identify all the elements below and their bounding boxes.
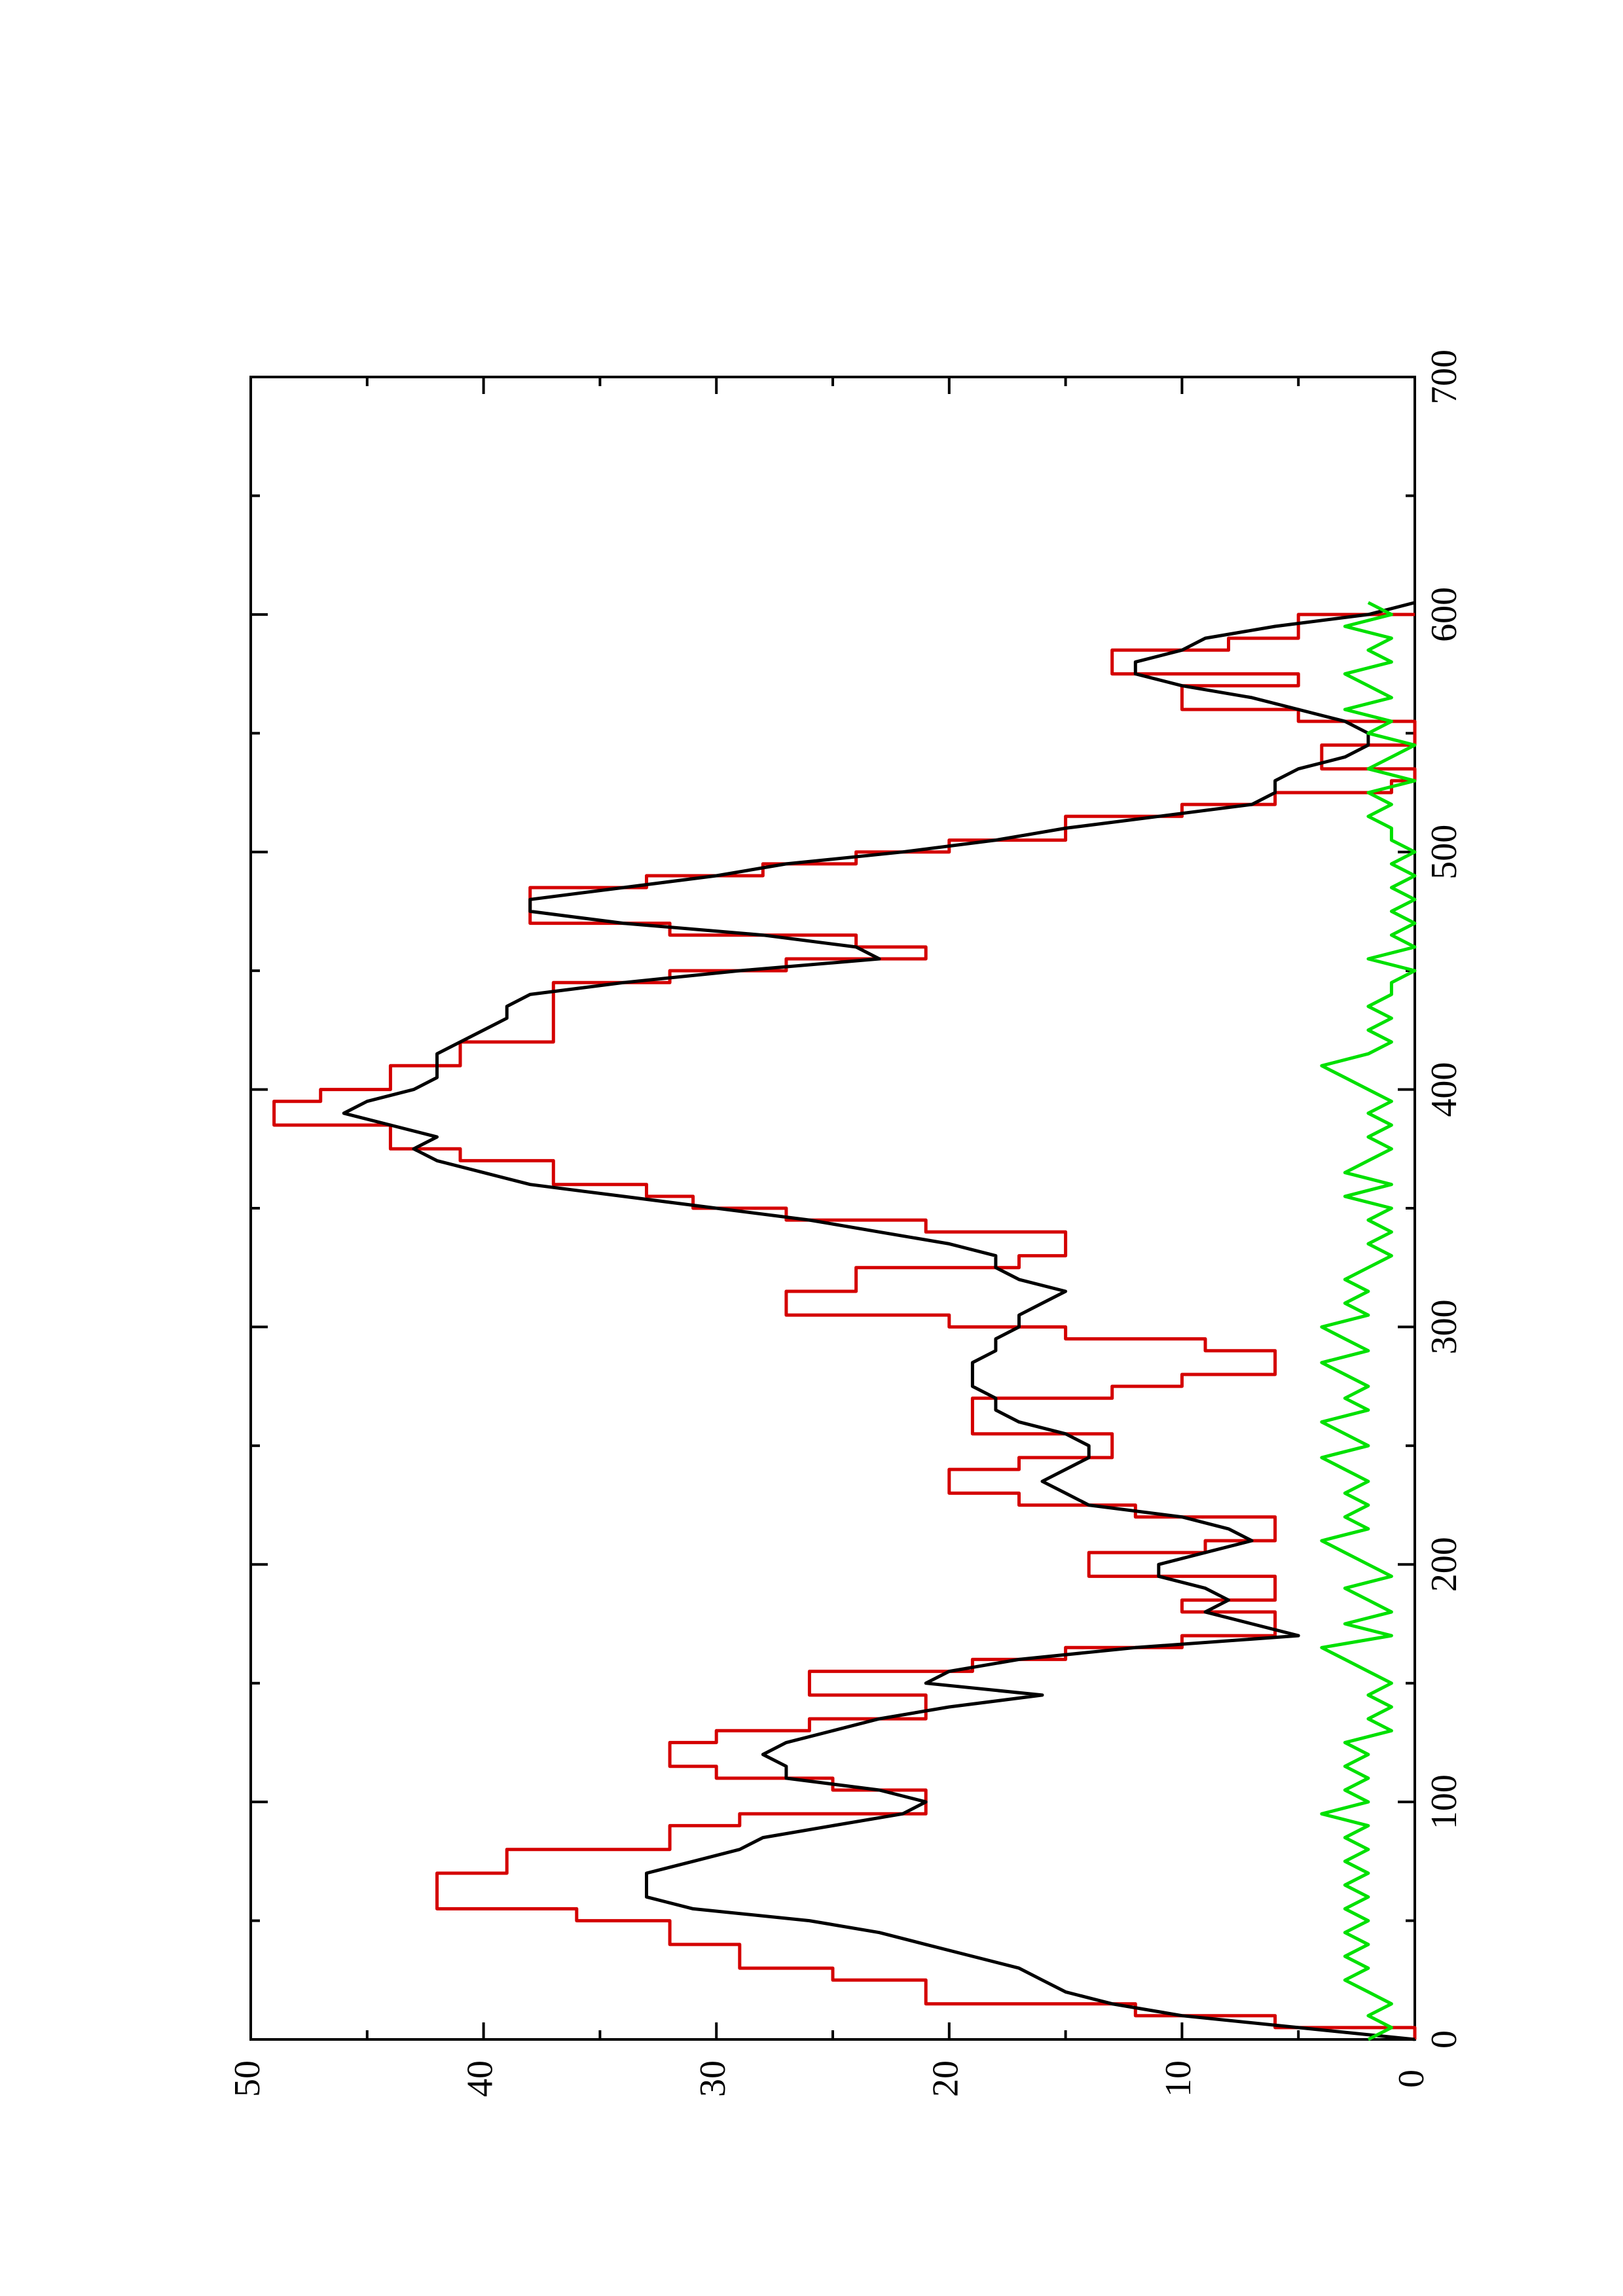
x-tick-label-100: 100 [1424,1774,1465,1829]
y-tick-label-50: 50 [227,2060,268,2097]
series-line-2 [342,601,1415,2041]
y-tick-label-0: 0 [1391,2070,1432,2088]
series-group [272,601,1417,2041]
axis-tick-labels: 0 100 200 300 400 500 600 700 0 10 20 30 40 50 [227,350,1465,2097]
x-tick-label-600: 600 [1424,587,1465,642]
series-line-1 [272,613,1417,2039]
y-tick-label-40: 40 [460,2060,500,2097]
x-tick-label-300: 300 [1424,1299,1465,1354]
series-line-3 [1320,601,1417,2041]
axis-ticks [249,376,1416,2041]
y-tick-label-30: 30 [693,2060,733,2097]
x-tick-label-0: 0 [1424,2030,1465,2049]
y-tick-label-20: 20 [926,2060,966,2097]
y-tick-label-10: 10 [1158,2060,1199,2097]
x-tick-label-200: 200 [1424,1537,1465,1592]
x-tick-label-400: 400 [1424,1062,1465,1117]
x-tick-label-700: 700 [1424,350,1465,404]
x-tick-label-500: 500 [1424,825,1465,880]
